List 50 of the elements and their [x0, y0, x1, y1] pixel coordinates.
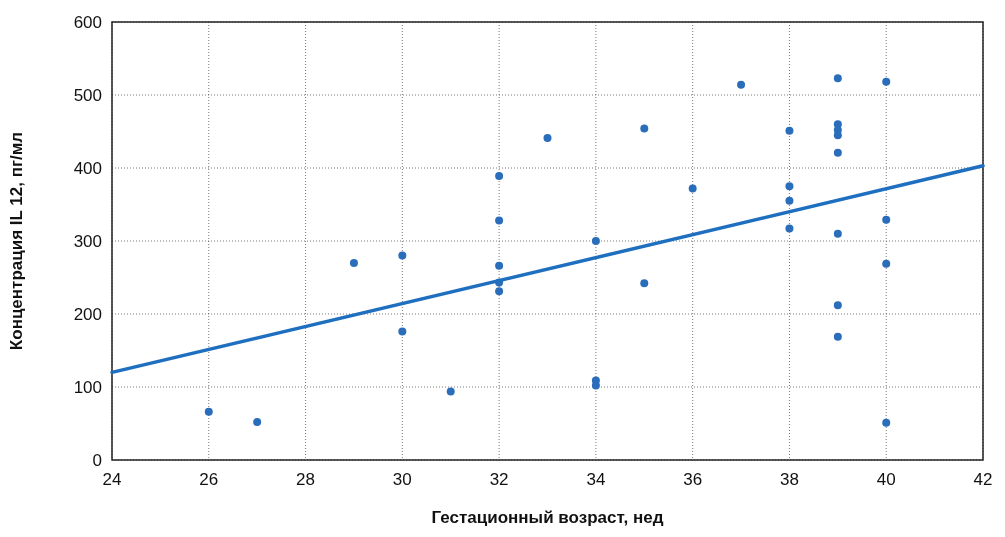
point: [833, 332, 842, 341]
point: [495, 216, 504, 225]
point: [785, 196, 794, 205]
point: [785, 126, 794, 135]
point: [640, 279, 649, 288]
point: [204, 407, 213, 416]
y-tick-label: 500: [73, 85, 102, 105]
x-tick-label: 30: [392, 470, 412, 489]
point: [398, 251, 407, 260]
x-axis-title: Гестационный возраст, нед: [431, 508, 664, 527]
y-tick-label: 400: [73, 158, 102, 178]
point: [882, 215, 891, 224]
point: [349, 258, 358, 267]
x-tick-label: 34: [586, 470, 606, 489]
y-tick-label: 0: [92, 450, 102, 470]
point: [495, 172, 504, 181]
point: [882, 259, 891, 268]
point: [495, 261, 504, 270]
point: [253, 418, 262, 427]
x-tick-label: 32: [489, 470, 509, 489]
y-tick-label: 600: [73, 12, 102, 32]
point: [785, 224, 794, 233]
x-tick-label: 24: [102, 470, 122, 489]
x-tick-label: 26: [199, 470, 219, 489]
x-tick-label: 40: [876, 470, 896, 489]
point: [833, 148, 842, 157]
y-tick-label: 300: [73, 231, 102, 251]
point: [495, 287, 504, 296]
point: [833, 229, 842, 238]
point: [446, 387, 455, 396]
point: [882, 77, 891, 86]
x-tick-label: 42: [973, 470, 993, 489]
point: [640, 124, 649, 133]
point: [833, 131, 842, 140]
y-axis-title: Концентрация IL 12, пг/мл: [7, 131, 26, 351]
point: [785, 182, 794, 191]
x-tick-label: 36: [683, 470, 703, 489]
x-tick-label: 28: [296, 470, 316, 489]
point: [833, 74, 842, 83]
point: [737, 80, 746, 89]
y-tick-label: 200: [73, 304, 102, 324]
y-tick-label: 100: [73, 377, 102, 397]
point: [591, 237, 600, 245]
point: [833, 301, 842, 310]
point: [398, 327, 407, 336]
x-tick-label: 38: [779, 470, 799, 489]
point: [688, 184, 697, 193]
point: [882, 418, 891, 427]
point: [543, 134, 552, 143]
point: [591, 381, 600, 390]
